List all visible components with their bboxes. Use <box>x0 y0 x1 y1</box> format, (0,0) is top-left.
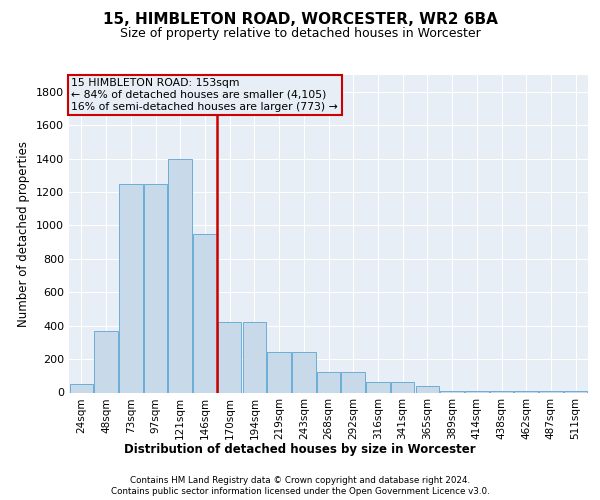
Bar <box>465 391 488 392</box>
Bar <box>119 184 143 392</box>
Text: Contains public sector information licensed under the Open Government Licence v3: Contains public sector information licen… <box>110 488 490 496</box>
Y-axis label: Number of detached properties: Number of detached properties <box>17 141 31 327</box>
Bar <box>218 322 241 392</box>
Bar <box>416 386 439 392</box>
Text: Contains HM Land Registry data © Crown copyright and database right 2024.: Contains HM Land Registry data © Crown c… <box>130 476 470 485</box>
Text: Size of property relative to detached houses in Worcester: Size of property relative to detached ho… <box>119 28 481 40</box>
Bar <box>70 384 93 392</box>
Bar <box>169 158 192 392</box>
Bar <box>564 391 587 392</box>
Bar <box>514 391 538 392</box>
Bar <box>292 352 316 393</box>
Bar <box>317 372 340 392</box>
Bar <box>144 184 167 392</box>
Bar <box>268 352 291 393</box>
Text: 15 HIMBLETON ROAD: 153sqm
← 84% of detached houses are smaller (4,105)
16% of se: 15 HIMBLETON ROAD: 153sqm ← 84% of detac… <box>71 78 338 112</box>
Bar <box>490 391 513 392</box>
Text: 15, HIMBLETON ROAD, WORCESTER, WR2 6BA: 15, HIMBLETON ROAD, WORCESTER, WR2 6BA <box>103 12 497 28</box>
Bar <box>94 330 118 392</box>
Bar <box>193 234 217 392</box>
Bar <box>391 382 415 392</box>
Bar <box>440 391 464 392</box>
Bar <box>341 372 365 392</box>
Bar <box>242 322 266 392</box>
Text: Distribution of detached houses by size in Worcester: Distribution of detached houses by size … <box>124 442 476 456</box>
Bar <box>366 382 389 392</box>
Bar <box>539 391 563 392</box>
